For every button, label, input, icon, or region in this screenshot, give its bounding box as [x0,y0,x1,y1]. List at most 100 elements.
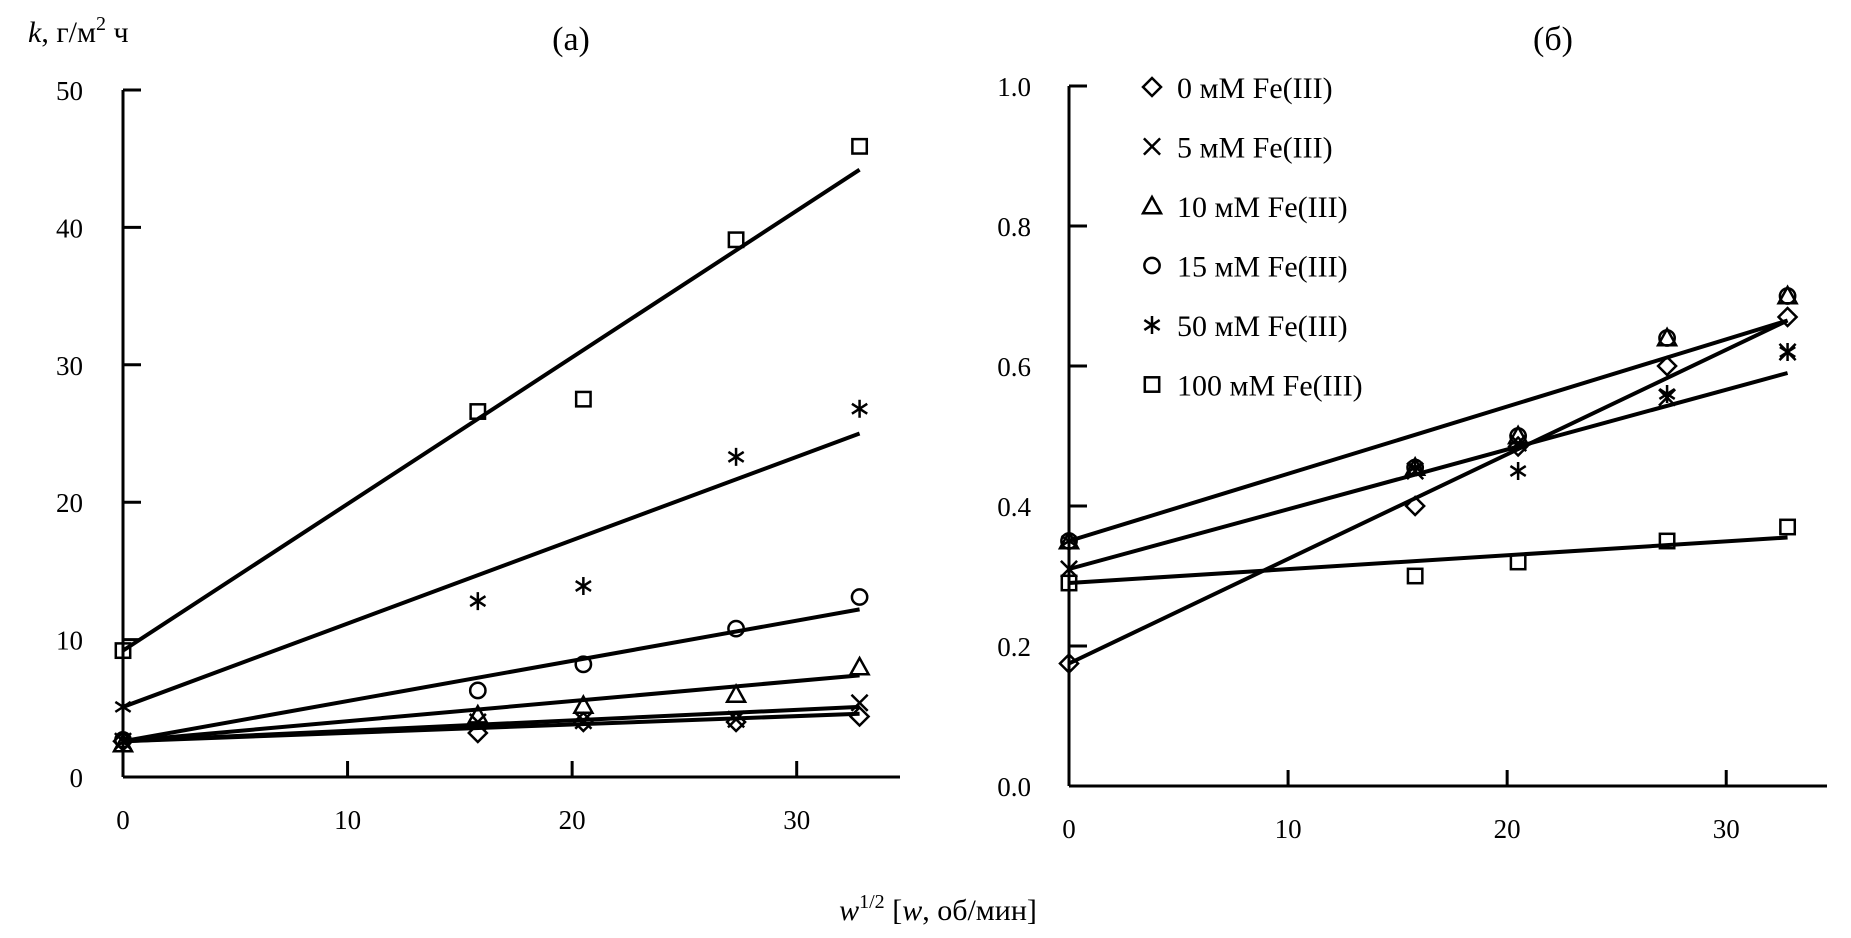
left-panel-plot: 0 10 20 30 0 10 20 30 40 50 [56,76,900,835]
y-tick-label: 0.0 [997,772,1031,802]
fit-line [122,673,860,744]
fit-line [122,431,861,709]
data-point-star [114,697,132,716]
legend-marker-diamond [1141,76,1163,98]
y-tick-label: 0.2 [997,632,1031,662]
y-tick-label: 20 [56,488,83,518]
right-panel-label: (б) [1533,21,1573,58]
diamond-marker-shape [1404,495,1426,517]
square-marker-shape [574,390,592,408]
square-marker-shape [1658,532,1676,550]
legend-label: 0 мМ Fe(III) [1177,72,1333,105]
x-marker-stroke [1143,137,1161,156]
x-axis-title: w1/2 [w, об/мин] [839,891,1037,927]
legend-label: 10 мМ Fe(III) [1177,191,1348,224]
x-marker-stroke [727,710,746,729]
y-tick-label: 40 [56,213,83,243]
data-point-star [1658,385,1676,403]
x-tick-label: 0 [116,805,130,835]
right-panel-plot: 0 10 20 30 0.0 0.2 0.4 0.6 0.8 1.0 [997,72,1827,844]
legend: 0 мМ Fe(III) 5 мМ Fe(III) 10 мМ Fe(III) 15 … [1140,72,1363,403]
data-point-square [1658,532,1676,550]
square-marker-shape [727,231,745,249]
data-point-square [1060,574,1078,592]
data-point-square [469,403,487,420]
data-point-circle [1778,287,1797,305]
data-point-circle [574,655,593,674]
y-axis-sup: 2 [96,13,106,35]
data-point-star [1406,458,1424,477]
data-point-square [727,231,745,249]
legend-marker-x [1143,137,1161,156]
data-point-star [851,399,868,418]
circle-marker-shape [1143,256,1161,275]
circle-marker-shape [114,731,132,749]
star-marker-stroke [469,595,487,608]
data-point-square [114,642,132,660]
triangle-marker-shape [466,703,489,724]
data-point-square [1779,518,1797,536]
y-tick-label: 0 [70,763,84,793]
x-axis-bracket: [ [885,894,903,927]
diamond-marker-shape [467,722,489,744]
data-point-triangle [848,655,871,676]
star-marker-stroke [575,580,592,593]
fit-line [122,704,860,744]
triangle-marker-shape [111,732,135,753]
y-tick-label: 50 [56,76,83,106]
circle-marker-shape [1658,329,1676,347]
diamond-marker-shape [1141,76,1163,98]
y-tick-label: 0.8 [997,212,1031,242]
data-point-triangle [466,703,489,724]
legend-marker-star [1143,316,1161,334]
data-point-square [574,390,592,408]
square-marker-shape [1060,574,1078,592]
square-marker-shape [851,137,869,155]
star-marker-stroke [851,402,868,415]
square-marker-shape [1143,376,1161,393]
fit-line [121,168,861,653]
diamond-marker-shape [1656,355,1678,377]
square-marker-shape [1509,553,1527,571]
y-axis-rest: ч [106,16,129,49]
data-point-circle [1658,329,1676,347]
data-point-circle [850,588,869,606]
triangle-marker-shape [724,682,748,704]
data-point-circle [114,731,132,749]
fit-line [1068,371,1789,571]
x-tick-label: 30 [783,805,810,835]
data-point-diamond [848,705,871,728]
circle-marker-shape [468,681,487,700]
data-point-diamond [1404,495,1426,517]
data-point-triangle [724,682,748,704]
legend-label: 50 мМ Fe(III) [1177,310,1348,343]
x-marker-stroke [574,711,593,730]
circle-marker-shape [727,619,745,638]
diamond-marker-shape [572,711,595,733]
y-axis-unit: , г/м [41,16,96,49]
data-point-star [1060,532,1078,550]
x-tick-label: 20 [1494,814,1521,844]
diamond-marker-shape [1776,306,1799,328]
circle-marker-shape [1509,427,1528,445]
circle-marker-shape [850,588,869,606]
data-point-diamond [467,722,489,744]
data-point-star [1509,462,1527,480]
data-point-diamond [572,711,595,733]
data-point-x [850,693,869,712]
x-tick-label: 0 [1062,814,1076,844]
star-marker-stroke [1406,461,1424,474]
fit-line [122,607,860,744]
star-marker-stroke [1143,319,1161,331]
data-point-diamond [725,711,747,733]
diamond-marker-shape [725,711,747,733]
x-tick-label: 10 [334,805,361,835]
star-marker-stroke [727,450,745,463]
data-point-star [727,447,745,466]
diamond-marker-shape [1058,652,1080,675]
circle-marker-shape [1778,287,1797,305]
x-tick-label: 20 [559,805,586,835]
x-axis-sup: 1/2 [859,891,885,913]
triangle-marker-shape [848,655,871,676]
